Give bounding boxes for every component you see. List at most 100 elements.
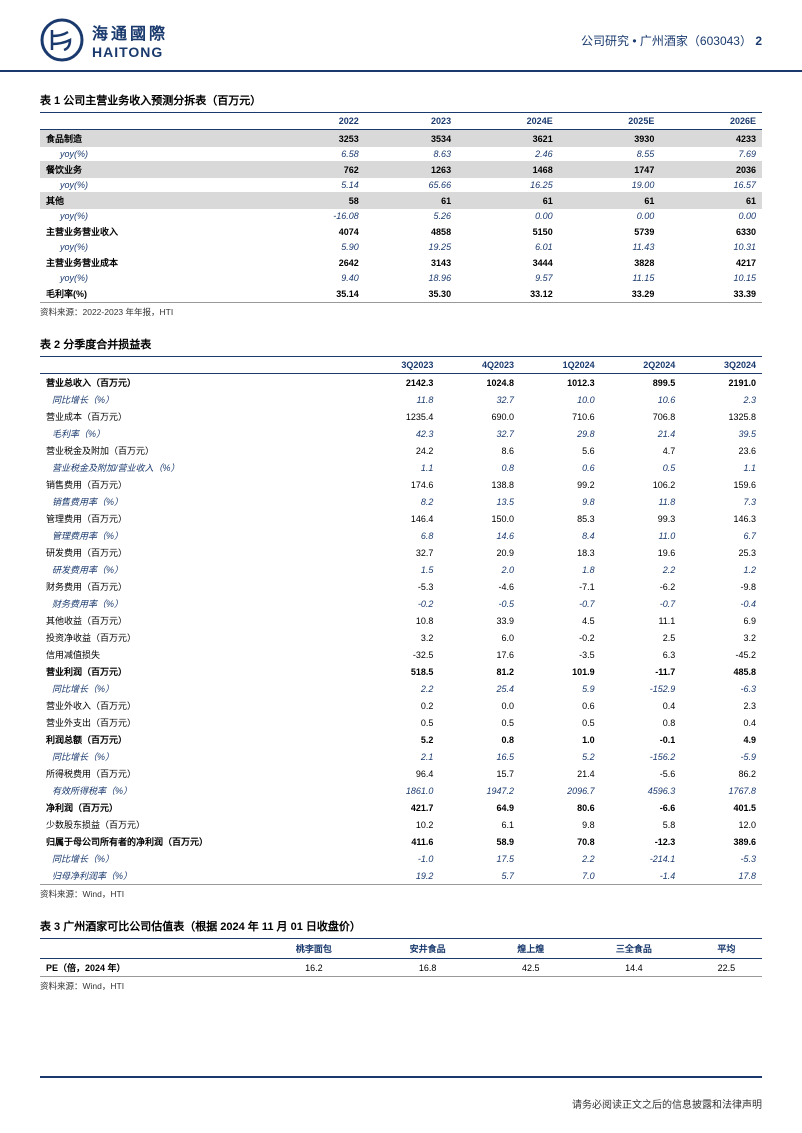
table-row: 营业利润（百万元）518.581.2101.9-11.7485.8 (40, 663, 762, 680)
column-header: 2024E (457, 113, 559, 130)
table-cell: 毛利率(%) (40, 285, 265, 303)
table-cell: 0.00 (457, 209, 559, 223)
table-cell: 411.6 (359, 833, 440, 850)
table-row: 同比增长（%）-1.017.52.2-214.1-5.3 (40, 850, 762, 867)
column-header: 煌上煌 (485, 939, 577, 959)
column-header: 3Q2024 (681, 357, 762, 374)
table-cell: 146.4 (359, 510, 440, 527)
table-cell: 4858 (365, 223, 457, 240)
table-cell: -9.8 (681, 578, 762, 595)
table-row: 食品制造32533534362139304233 (40, 130, 762, 148)
table-cell: -152.9 (601, 680, 682, 697)
table-cell: -1.0 (359, 850, 440, 867)
table-cell: 1325.8 (681, 408, 762, 425)
table-2-section: 表 2 分季度合并损益表 3Q20234Q20231Q20242Q20243Q2… (40, 336, 762, 900)
table-cell: 9.8 (520, 816, 601, 833)
table-cell: 1468 (457, 161, 559, 178)
table-cell: 3253 (265, 130, 365, 148)
table-cell: 16.2 (257, 959, 371, 977)
table-cell: 9.8 (520, 493, 601, 510)
table-cell: 3444 (457, 254, 559, 271)
table-row: 研发费用（百万元）32.720.918.319.625.3 (40, 544, 762, 561)
table-cell: 1747 (559, 161, 661, 178)
table-cell: 0.5 (601, 459, 682, 476)
column-header (40, 113, 265, 130)
table-cell: -0.4 (681, 595, 762, 612)
table-cell: -214.1 (601, 850, 682, 867)
table-row: 少数股东损益（百万元）10.26.19.85.812.0 (40, 816, 762, 833)
table-cell: 营业总收入（百万元） (40, 374, 359, 392)
table-cell: 35.14 (265, 285, 365, 303)
table-cell: 0.2 (359, 697, 440, 714)
table-cell: 12.0 (681, 816, 762, 833)
table-cell: 17.6 (439, 646, 520, 663)
table-cell: 14.6 (439, 527, 520, 544)
table-cell: 同比增长（%） (40, 391, 359, 408)
table-1: 202220232024E2025E2026E 食品制造325335343621… (40, 113, 762, 303)
table-cell: 22.5 (691, 959, 762, 977)
table-cell: -1.4 (601, 867, 682, 885)
table-cell: 7.0 (520, 867, 601, 885)
table-cell: 99.3 (601, 510, 682, 527)
table-row: yoy(%)5.9019.256.0111.4310.31 (40, 240, 762, 254)
table-cell: 42.3 (359, 425, 440, 442)
table-cell: 0.6 (520, 697, 601, 714)
table-cell: 401.5 (681, 799, 762, 816)
table-cell: 15.7 (439, 765, 520, 782)
table-cell: 10.31 (660, 240, 762, 254)
table-cell: 8.55 (559, 147, 661, 161)
footer-disclaimer: 请务必阅读正文之后的信息披露和法律声明 (40, 1086, 762, 1111)
table-cell: 2036 (660, 161, 762, 178)
table-cell: 5.8 (601, 816, 682, 833)
table-cell: 61 (660, 192, 762, 209)
table-row: 毛利率(%)35.1435.3033.1233.2933.39 (40, 285, 762, 303)
table-cell: 4.7 (601, 442, 682, 459)
table-cell: -0.7 (520, 595, 601, 612)
table-cell: -12.3 (601, 833, 682, 850)
table-cell: 2.3 (681, 697, 762, 714)
table-cell: 706.8 (601, 408, 682, 425)
table-cell: 11.43 (559, 240, 661, 254)
table-cell: 25.4 (439, 680, 520, 697)
table-cell: 所得税费用（百万元） (40, 765, 359, 782)
table-cell: 营业利润（百万元） (40, 663, 359, 680)
table-cell: 3930 (559, 130, 661, 148)
table-cell: 138.8 (439, 476, 520, 493)
table-cell: 518.5 (359, 663, 440, 680)
table-cell: 0.0 (439, 697, 520, 714)
table-cell: -4.6 (439, 578, 520, 595)
table-cell: -32.5 (359, 646, 440, 663)
table-cell: 21.4 (601, 425, 682, 442)
table-cell: -16.08 (265, 209, 365, 223)
table-cell: 19.6 (601, 544, 682, 561)
table-row: 同比增长（%）2.225.45.9-152.9-6.3 (40, 680, 762, 697)
table-cell: 1767.8 (681, 782, 762, 799)
table-row: 营业外收入（百万元）0.20.00.60.42.3 (40, 697, 762, 714)
footer: 请务必阅读正文之后的信息披露和法律声明 (40, 1076, 762, 1111)
table-cell: 3.2 (359, 629, 440, 646)
table-row: yoy(%)9.4018.969.5711.1510.15 (40, 271, 762, 285)
table-cell: 6.7 (681, 527, 762, 544)
table-cell: 同比增长（%） (40, 748, 359, 765)
table-cell: 710.6 (520, 408, 601, 425)
logo-area: 海通國際 HAITONG (40, 18, 168, 62)
table-cell: 0.00 (559, 209, 661, 223)
table-cell: 5739 (559, 223, 661, 240)
table-1-source: 资料来源：2022-2023 年年报，HTI (40, 303, 762, 318)
table-cell: 5.14 (265, 178, 365, 192)
table-cell: 11.8 (601, 493, 682, 510)
table-row: 销售费用（百万元）174.6138.899.2106.2159.6 (40, 476, 762, 493)
table-cell: 6.9 (681, 612, 762, 629)
table-cell: 1947.2 (439, 782, 520, 799)
column-header (40, 357, 359, 374)
table-cell: 9.40 (265, 271, 365, 285)
table-cell: 0.8 (601, 714, 682, 731)
table-cell: -5.3 (681, 850, 762, 867)
table-cell: 10.15 (660, 271, 762, 285)
table-cell: 0.4 (681, 714, 762, 731)
table-row: 营业税金及附加/营业收入（%）1.10.80.60.51.1 (40, 459, 762, 476)
table-row: 营业外支出（百万元）0.50.50.50.80.4 (40, 714, 762, 731)
table-cell: 80.6 (520, 799, 601, 816)
table-cell: 销售费用率（%） (40, 493, 359, 510)
table-cell: -11.7 (601, 663, 682, 680)
